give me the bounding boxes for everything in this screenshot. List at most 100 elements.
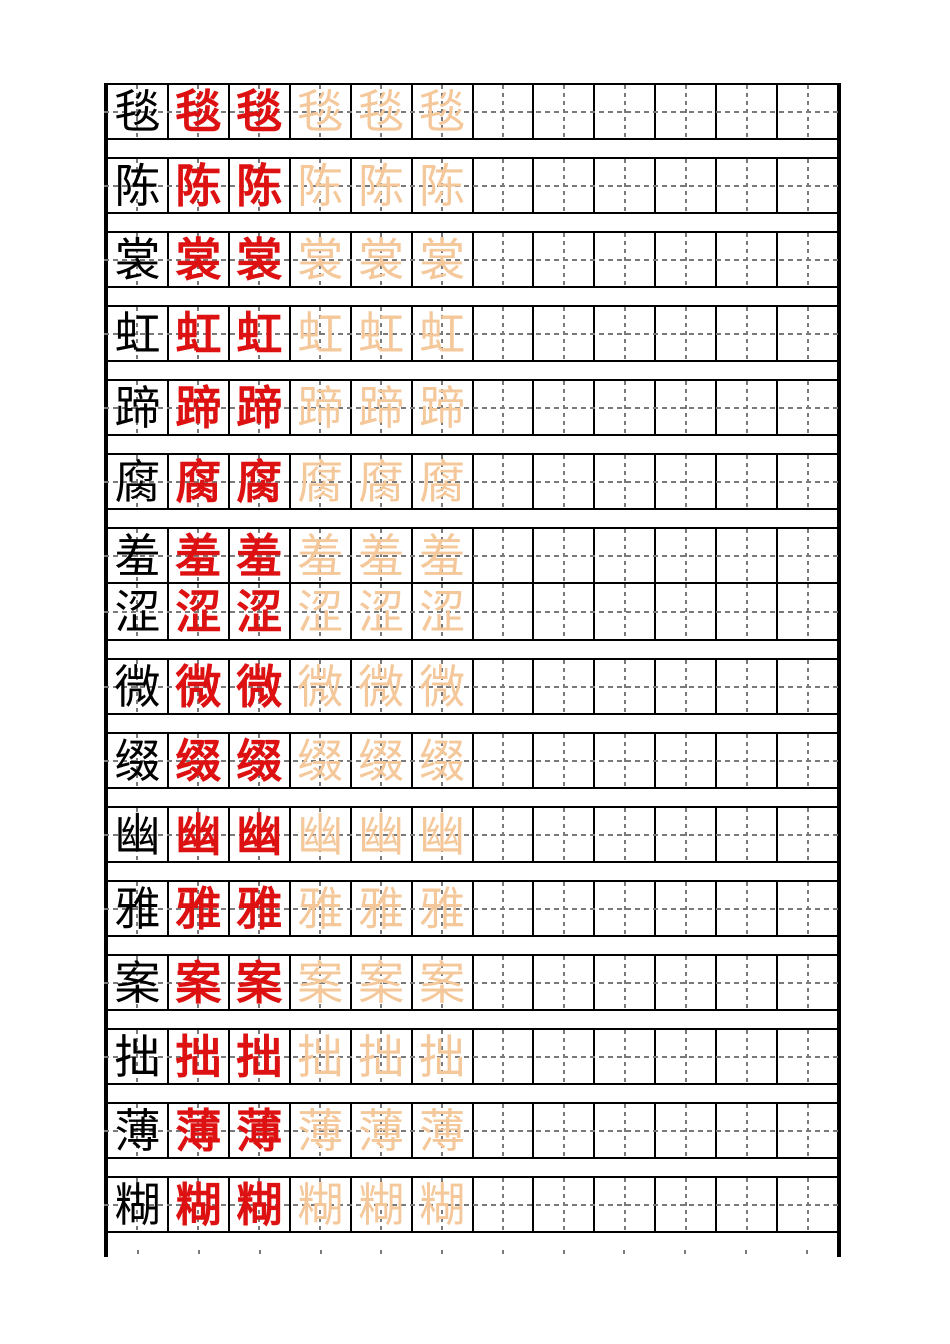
empty-practice-cell (474, 233, 535, 286)
empty-practice-cell (474, 808, 535, 861)
empty-practice-cell (778, 584, 837, 639)
trace-character: 虹 (419, 306, 466, 361)
example-character: 缀 (175, 733, 222, 788)
trace-character: 缀 (297, 733, 344, 788)
empty-practice-cell (778, 956, 837, 1009)
example-character: 羞 (175, 528, 222, 583)
empty-practice-cell (474, 734, 535, 787)
empty-practice-cell (534, 455, 596, 508)
example-character-cell: 裳 (169, 233, 230, 286)
example-character: 雅 (175, 881, 222, 936)
character-row: 腐腐腐腐腐腐 (104, 453, 841, 510)
empty-practice-cell (717, 455, 779, 508)
trace-character: 缀 (419, 733, 466, 788)
trace-character: 拙 (358, 1029, 405, 1084)
example-character-cell: 羞 (230, 529, 291, 582)
trace-character-cell: 腐 (413, 455, 474, 508)
model-character: 雅 (114, 881, 161, 936)
character-row: 陈陈陈陈陈陈 (104, 157, 841, 214)
trace-character-cell: 幽 (352, 808, 413, 861)
empty-practice-cell (778, 529, 837, 582)
empty-practice-cell (595, 455, 657, 508)
trace-character-cell: 涩 (291, 584, 352, 639)
row-gap (108, 715, 837, 732)
character-row: 蹄蹄蹄蹄蹄蹄 (104, 379, 841, 436)
empty-practice-cell (412, 1250, 473, 1257)
empty-practice-cell (595, 381, 657, 434)
example-character-cell: 涩 (230, 584, 291, 639)
example-character-cell: 腐 (230, 455, 291, 508)
example-character-cell: 虹 (230, 307, 291, 360)
model-character-cell: 缀 (108, 734, 169, 787)
model-character: 缀 (114, 733, 161, 788)
empty-practice-cell (534, 1030, 596, 1083)
trace-character: 腐 (419, 454, 466, 509)
trace-character-cell: 裳 (413, 233, 474, 286)
example-character: 拙 (175, 1029, 222, 1084)
example-character: 陈 (175, 158, 222, 213)
trace-character: 幽 (419, 807, 466, 862)
row-gap (108, 1011, 837, 1028)
trace-character: 毯 (419, 84, 466, 139)
model-character: 微 (114, 659, 161, 714)
trace-character: 案 (419, 955, 466, 1010)
example-character-cell: 雅 (169, 882, 230, 935)
trace-character: 羞 (297, 528, 344, 583)
trace-character-cell: 羞 (413, 529, 474, 582)
trace-character: 陈 (419, 158, 466, 213)
empty-practice-cell (474, 381, 535, 434)
empty-practice-cell (717, 660, 779, 713)
example-character: 幽 (236, 807, 283, 862)
empty-practice-cell (656, 882, 718, 935)
empty-practice-cell (474, 85, 535, 138)
character-row: 裳裳裳裳裳裳 (104, 231, 841, 288)
example-character: 蹄 (236, 380, 283, 435)
empty-practice-cell (778, 734, 837, 787)
example-character: 腐 (175, 454, 222, 509)
model-character: 拙 (114, 1029, 161, 1084)
trace-character: 羞 (358, 528, 405, 583)
model-character-cell: 案 (108, 956, 169, 1009)
empty-practice-cell (595, 1104, 657, 1157)
empty-practice-cell (656, 956, 718, 1009)
model-character-cell: 微 (108, 660, 169, 713)
trace-character-cell: 涩 (413, 584, 474, 639)
character-row: 微微微微微微 (104, 658, 841, 715)
row-gap (108, 1159, 837, 1176)
example-character-cell: 缀 (230, 734, 291, 787)
character-row: 案案案案案案 (104, 954, 841, 1011)
character-row: 糊糊糊糊糊糊 (104, 1176, 841, 1233)
empty-practice-cell (778, 85, 837, 138)
trace-character: 幽 (358, 807, 405, 862)
trace-character-cell: 羞 (291, 529, 352, 582)
empty-practice-cell (534, 734, 596, 787)
trace-character-cell: 案 (291, 956, 352, 1009)
model-character-cell: 雅 (108, 882, 169, 935)
empty-practice-cell (230, 1250, 291, 1257)
empty-practice-cell (595, 1030, 657, 1083)
empty-practice-cell (595, 808, 657, 861)
empty-practice-cell (778, 307, 837, 360)
model-character: 裳 (114, 232, 161, 287)
example-character: 糊 (175, 1177, 222, 1232)
empty-practice-cell (778, 233, 837, 286)
empty-practice-cell (595, 956, 657, 1009)
model-character-cell: 羞 (108, 529, 169, 582)
empty-practice-cell (656, 584, 718, 639)
trace-character: 幽 (297, 807, 344, 862)
character-row: 虹虹虹虹虹虹 (104, 305, 841, 362)
example-character: 拙 (236, 1029, 283, 1084)
example-character: 毯 (236, 84, 283, 139)
trace-character: 糊 (297, 1177, 344, 1232)
model-character: 陈 (114, 158, 161, 213)
trace-character: 薄 (358, 1103, 405, 1158)
empty-practice-cell (717, 584, 779, 639)
trace-character: 腐 (297, 454, 344, 509)
model-character: 薄 (114, 1103, 161, 1158)
trace-character-cell: 薄 (291, 1104, 352, 1157)
trace-character: 蹄 (297, 380, 344, 435)
trace-character-cell: 腐 (352, 455, 413, 508)
empty-practice-cell (778, 660, 837, 713)
trace-character-cell: 裳 (291, 233, 352, 286)
